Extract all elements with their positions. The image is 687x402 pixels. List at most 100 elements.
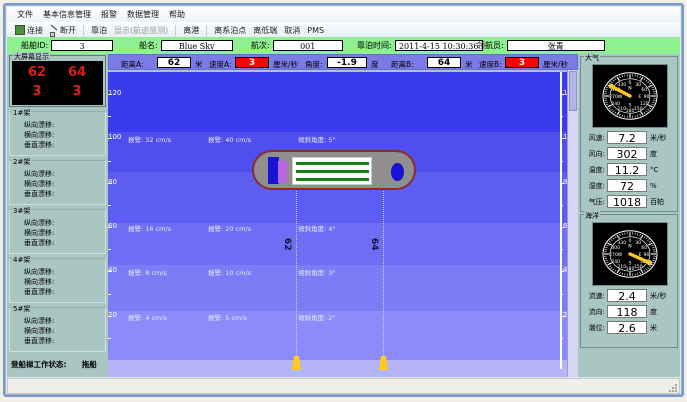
alarm-annotation-2-angle: 倾斜角度: 3° (298, 269, 336, 278)
info-field-value-0[interactable]: 3 (51, 40, 114, 51)
toolbar-button-6[interactable]: 离低端 (253, 25, 277, 36)
toolbar-button-label-8: PMS (307, 25, 325, 35)
toolbar-button-7[interactable]: 取消 (284, 25, 300, 36)
info-field-value-2[interactable]: 001 (272, 40, 343, 51)
menu-item-1[interactable]: 基本信息管理 (43, 10, 91, 19)
drift-row-4-0: 纵向漂移: (24, 268, 55, 276)
alarm-annotation-1-speed-a: 报警: 16 cm/s (128, 225, 172, 234)
y-minor-tick-R-60 (560, 227, 563, 229)
toolbar-button-2[interactable]: 靠泊 (91, 25, 107, 36)
info-field-value-4[interactable]: 张青 (506, 40, 605, 51)
menu-item-4[interactable]: 帮助 (169, 10, 185, 19)
info-field-label-0: 船舶ID: (21, 41, 49, 50)
y-tick-L-5: 20 (108, 310, 117, 319)
vessel-icon[interactable] (252, 149, 416, 190)
atmosphere-row-label-3: 湿度: (588, 181, 605, 190)
readout-angle-unit: 度 (371, 60, 379, 69)
alarm-annotation-3-speed-b: 报警: 5 cm/s (208, 313, 247, 322)
atmosphere-panel: 大气 0 30 60 90 120 150 180 210 240 270 300 330 N E S W 风速:… (580, 53, 678, 212)
drift-row-5-2: 垂直漂移: (24, 337, 55, 345)
chart-vertical-scrollbar[interactable] (567, 70, 578, 377)
drift-row-3-2: 垂直漂移: (24, 239, 55, 247)
toolbar-separator (206, 24, 208, 36)
toolbar-button-label-2: 靠泊 (91, 25, 107, 35)
big-screen-value-2: 3 (32, 84, 42, 99)
scrollbar-thumb[interactable] (569, 71, 577, 111)
svg-text:0: 0 (629, 238, 632, 244)
atmosphere-row-label-4: 气压: (588, 197, 605, 206)
atmosphere-row-4: 气压: 1018 百帕 (585, 195, 664, 209)
toolbar-button-label-3: 显示(航迹监测) (114, 25, 169, 35)
chart-readout-bar: 距离A: 62 米速度A: 3 厘米/秒 角度: -1.9 度距离B: 64 米速度B: 3 厘米/秒 (108, 54, 578, 70)
info-field-label-4: 领航员: (477, 41, 504, 50)
ocean-panel: 海洋 0 30 60 90 120 150 180 210 240 270 300 330 N E S W 流速:… (580, 211, 678, 348)
application-window: 文件 基本信息管理 报警 数据管理 帮助 连接 断开 靠泊 显示(航迹监测) 离港 离系泊点 离低端… (3, 3, 684, 397)
svg-text:60: 60 (641, 87, 647, 93)
toolbar-separator (83, 24, 84, 36)
svg-text:S: S (629, 102, 632, 108)
toolbar-button-label-0: 连接 (27, 25, 43, 35)
svg-text:W: W (618, 252, 623, 258)
resize-grip[interactable] (669, 384, 677, 392)
right-panel: 大气 0 30 60 90 120 150 180 210 240 270 300 330 N E S W 风速:… (578, 53, 680, 377)
svg-text:0: 0 (629, 80, 632, 86)
readout-distance-b-value[interactable]: 64 (427, 57, 461, 68)
menu-item-2[interactable]: 报警 (101, 10, 117, 19)
big-screen-black-area: 62 64 3 3 (12, 61, 103, 105)
frame-group-3: 3#架 纵向漂移: 横向漂移: 垂直漂移: (9, 206, 106, 254)
menu-item-0[interactable]: 文件 (17, 10, 33, 19)
frame-group-title-5: 5#架 (12, 304, 32, 314)
y-minor-tick-R-70 (560, 204, 563, 206)
atmosphere-row-value-4: 1018 (607, 195, 647, 209)
toolbar-button-8[interactable]: PMS (307, 26, 324, 35)
readout-distance-a-value[interactable]: 62 (157, 57, 191, 68)
svg-text:E: E (639, 252, 642, 258)
atmosphere-row-0: 风速: 7.2 米/秒 (585, 131, 666, 145)
mooring-line-0 (296, 185, 298, 368)
ocean-row-value-2: 2.6 (607, 321, 647, 335)
svg-text:N: N (628, 86, 631, 92)
atmosphere-row-label-1: 风向: (588, 149, 605, 158)
y-minor-tick-R-110 (560, 116, 563, 118)
info-field-0: 船舶ID: 3 (21, 40, 114, 51)
y-minor-tick-R-120 (560, 94, 563, 96)
alarm-annotation-2-speed-a: 报警: 8 cm/s (128, 269, 167, 278)
alarm-annotation-1-angle: 倾斜角度: 4° (298, 225, 336, 234)
readout-angle-value[interactable]: -1.9 (327, 57, 367, 68)
toolbar-button-5[interactable]: 离系泊点 (214, 25, 246, 36)
vessel-info-bar: 船舶ID: 3 船名: Blue Sky 航次: 001 靠泊时间: 2011-4-15 10… (7, 37, 680, 54)
readout-speed-a-value[interactable]: 3 (235, 57, 269, 68)
svg-text:90: 90 (644, 252, 650, 258)
info-field-value-3[interactable]: 2011-4-15 10:30:36 (394, 40, 483, 51)
readout-speed-a-label: 速度A: (209, 60, 232, 69)
alarm-annotation-3-angle: 倾斜角度: 2° (298, 313, 336, 322)
ocean-caption: 海洋 (584, 211, 600, 221)
alarm-annotation-2-speed-b: 报警: 10 cm/s (208, 269, 252, 278)
y-minor-tick-L-110 (108, 116, 111, 118)
frame-group-title-1: 1#架 (12, 108, 32, 118)
frame-group-title-4: 4#架 (12, 255, 32, 265)
info-field-value-1[interactable]: Blue Sky (160, 40, 233, 51)
svg-text:330: 330 (617, 82, 626, 88)
toolbar: 连接 断开 靠泊 显示(航迹监测) 离港 离系泊点 离低端 取消 PMS (7, 22, 680, 37)
ocean-row-value-0: 2.4 (607, 289, 647, 303)
toolbar-button-4[interactable]: 离港 (183, 25, 199, 36)
drift-row-4-2: 垂直漂移: (24, 288, 55, 296)
toolbar-button-3: 显示(航迹监测) (114, 25, 168, 36)
info-field-2: 航次: 001 (251, 40, 343, 51)
y-tick-L-2: 80 (108, 177, 117, 186)
readout-distance-b-unit: 米 (465, 60, 473, 69)
svg-text:150: 150 (634, 264, 643, 270)
atmosphere-row-1: 风向: 302 度 (585, 147, 657, 161)
toolbar-button-0[interactable]: 连接 (15, 25, 43, 36)
readout-speed-b-value[interactable]: 3 (505, 57, 539, 68)
toolbar-button-1[interactable]: 断开 (50, 25, 76, 37)
menu-item-3[interactable]: 数据管理 (127, 10, 159, 19)
gangway-status-value: 拖船 (81, 360, 97, 369)
svg-text:W: W (618, 94, 623, 100)
drift-row-1-1: 横向漂移: (24, 131, 55, 139)
vessel-cargo-bar-1 (296, 169, 369, 173)
y-tick-L-1: 100 (108, 133, 122, 142)
anchor-marker-1 (379, 356, 388, 370)
alarm-annotation-3-speed-a: 报警: 4 cm/s (128, 313, 167, 322)
